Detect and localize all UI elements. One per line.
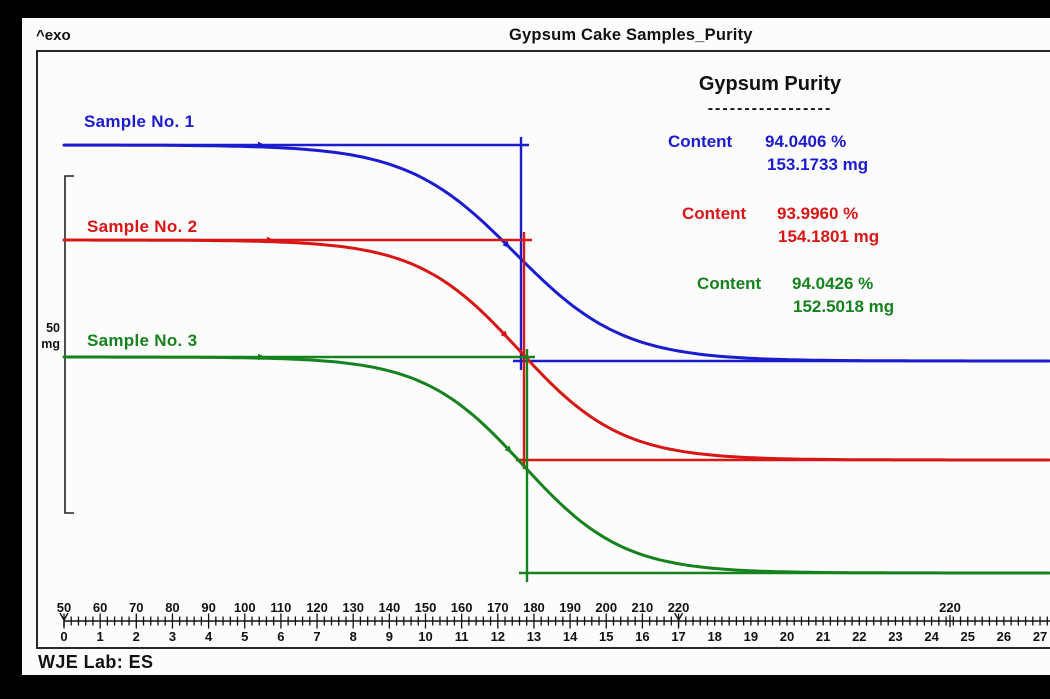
content-label: Content (668, 132, 733, 151)
time-tick-label: 13 (527, 629, 541, 644)
curve-marker-descent-sample-3 (504, 445, 512, 453)
time-tick-label: 7 (313, 629, 320, 644)
report-page (22, 18, 1050, 675)
time-tick-label: 24 (924, 629, 939, 644)
time-tick-label: 19 (744, 629, 758, 644)
curve-label-sample-2: Sample No. 2 (87, 217, 198, 236)
legend-entry-sample-1: Content 94.0406 % 153.1733 mg (668, 132, 928, 178)
time-tick-label: 18 (707, 629, 721, 644)
temp-tick-label: 170 (487, 600, 509, 615)
temp-tick-label: 60 (93, 600, 107, 615)
scale-bar-value: 50 (46, 321, 60, 335)
legend-title: Gypsum Purity (698, 73, 842, 95)
time-tick-label: 12 (491, 629, 505, 644)
time-tick-label: 16 (635, 629, 649, 644)
scale-bar-label: 50 mg (18, 320, 60, 352)
time-tick-label: 22 (852, 629, 866, 644)
curve-marker-flat-sample-2 (267, 236, 274, 244)
content-label: Content (697, 274, 762, 293)
temp-tick-label: 200 (595, 600, 617, 615)
legend-entry-sample-2: Content 93.9960 % 154.1801 mg (682, 204, 942, 250)
time-tick-label: 21 (816, 629, 830, 644)
temp-tick-label: 120 (306, 600, 328, 615)
content-percent: 94.0406 % (765, 132, 847, 151)
curve-marker-flat-sample-3 (258, 353, 265, 361)
scale-bar-unit: mg (41, 337, 60, 351)
content-mass: 154.1801 mg (778, 227, 880, 246)
curve-label-sample-3: Sample No. 3 (87, 331, 198, 350)
time-tick-label: 25 (961, 629, 975, 644)
legend-divider: ----------------- (707, 100, 833, 117)
temp-tick-label: 180 (523, 600, 545, 615)
curve-marker-flat-sample-1 (258, 141, 265, 149)
exo-direction-label: ^exo (36, 27, 71, 44)
segment-marker (59, 612, 69, 626)
time-tick-label: 3 (169, 629, 176, 644)
time-tick-label: 4 (205, 629, 213, 644)
content-label: Content (682, 204, 747, 223)
time-tick-label: 1 (97, 629, 104, 644)
time-tick-label: 27 (1033, 629, 1047, 644)
time-tick-label: 26 (997, 629, 1011, 644)
time-tick-label: 11 (455, 629, 469, 644)
curve-marker-descent-sample-2 (500, 330, 508, 338)
scale-bar-bracket (64, 175, 74, 514)
lab-signature: WJE Lab: ES (38, 652, 154, 672)
temp-tick-label: 90 (201, 600, 215, 615)
temp-tick-label-isotherm: 220 (939, 600, 961, 615)
temp-tick-label: 50 (57, 600, 71, 615)
time-tick-label: 5 (241, 629, 248, 644)
segment-marker (673, 612, 684, 626)
time-tick-label: 0 (60, 629, 67, 644)
time-tick-label: 10 (418, 629, 432, 644)
curve-sample-3 (62, 355, 1050, 575)
content-percent: 94.0426 % (792, 274, 874, 293)
time-tick-label: 2 (133, 629, 140, 644)
legend-entry-sample-3: Content 94.0426 % 152.5018 mg (697, 274, 957, 320)
temp-tick-label: 110 (270, 600, 291, 615)
temp-tick-label: 80 (165, 600, 179, 615)
content-mass: 152.5018 mg (793, 297, 895, 316)
temp-tick-label: 140 (378, 600, 400, 615)
temp-tick-label: 220 (668, 600, 690, 615)
page-title: Gypsum Cake Samples_Purity (509, 26, 753, 44)
time-tick-label: 8 (350, 629, 357, 644)
time-tick-label: 9 (386, 629, 393, 644)
time-tick-label: 23 (888, 629, 902, 644)
curve-sample-1 (62, 143, 1050, 363)
curve-marker-descent-sample-1 (502, 240, 510, 248)
time-tick-label: 15 (599, 629, 613, 644)
time-tick-label: 6 (277, 629, 284, 644)
curve-sample-2 (62, 238, 1050, 462)
temp-tick-label: 100 (234, 600, 256, 615)
time-tick-label: 20 (780, 629, 794, 644)
temp-tick-label: 210 (632, 600, 654, 615)
temp-tick-label: 160 (451, 600, 473, 615)
time-tick-label: 14 (563, 629, 578, 644)
curve-label-sample-1: Sample No. 1 (84, 112, 195, 131)
temp-tick-label: 150 (415, 600, 437, 615)
content-mass: 153.1733 mg (767, 155, 869, 174)
temp-tick-label: 130 (342, 600, 364, 615)
time-tick-label: 17 (671, 629, 685, 644)
temp-tick-label: 70 (129, 600, 143, 615)
temp-tick-label: 190 (559, 600, 581, 615)
plot-frame (36, 50, 1050, 649)
content-percent: 93.9960 % (777, 204, 859, 223)
